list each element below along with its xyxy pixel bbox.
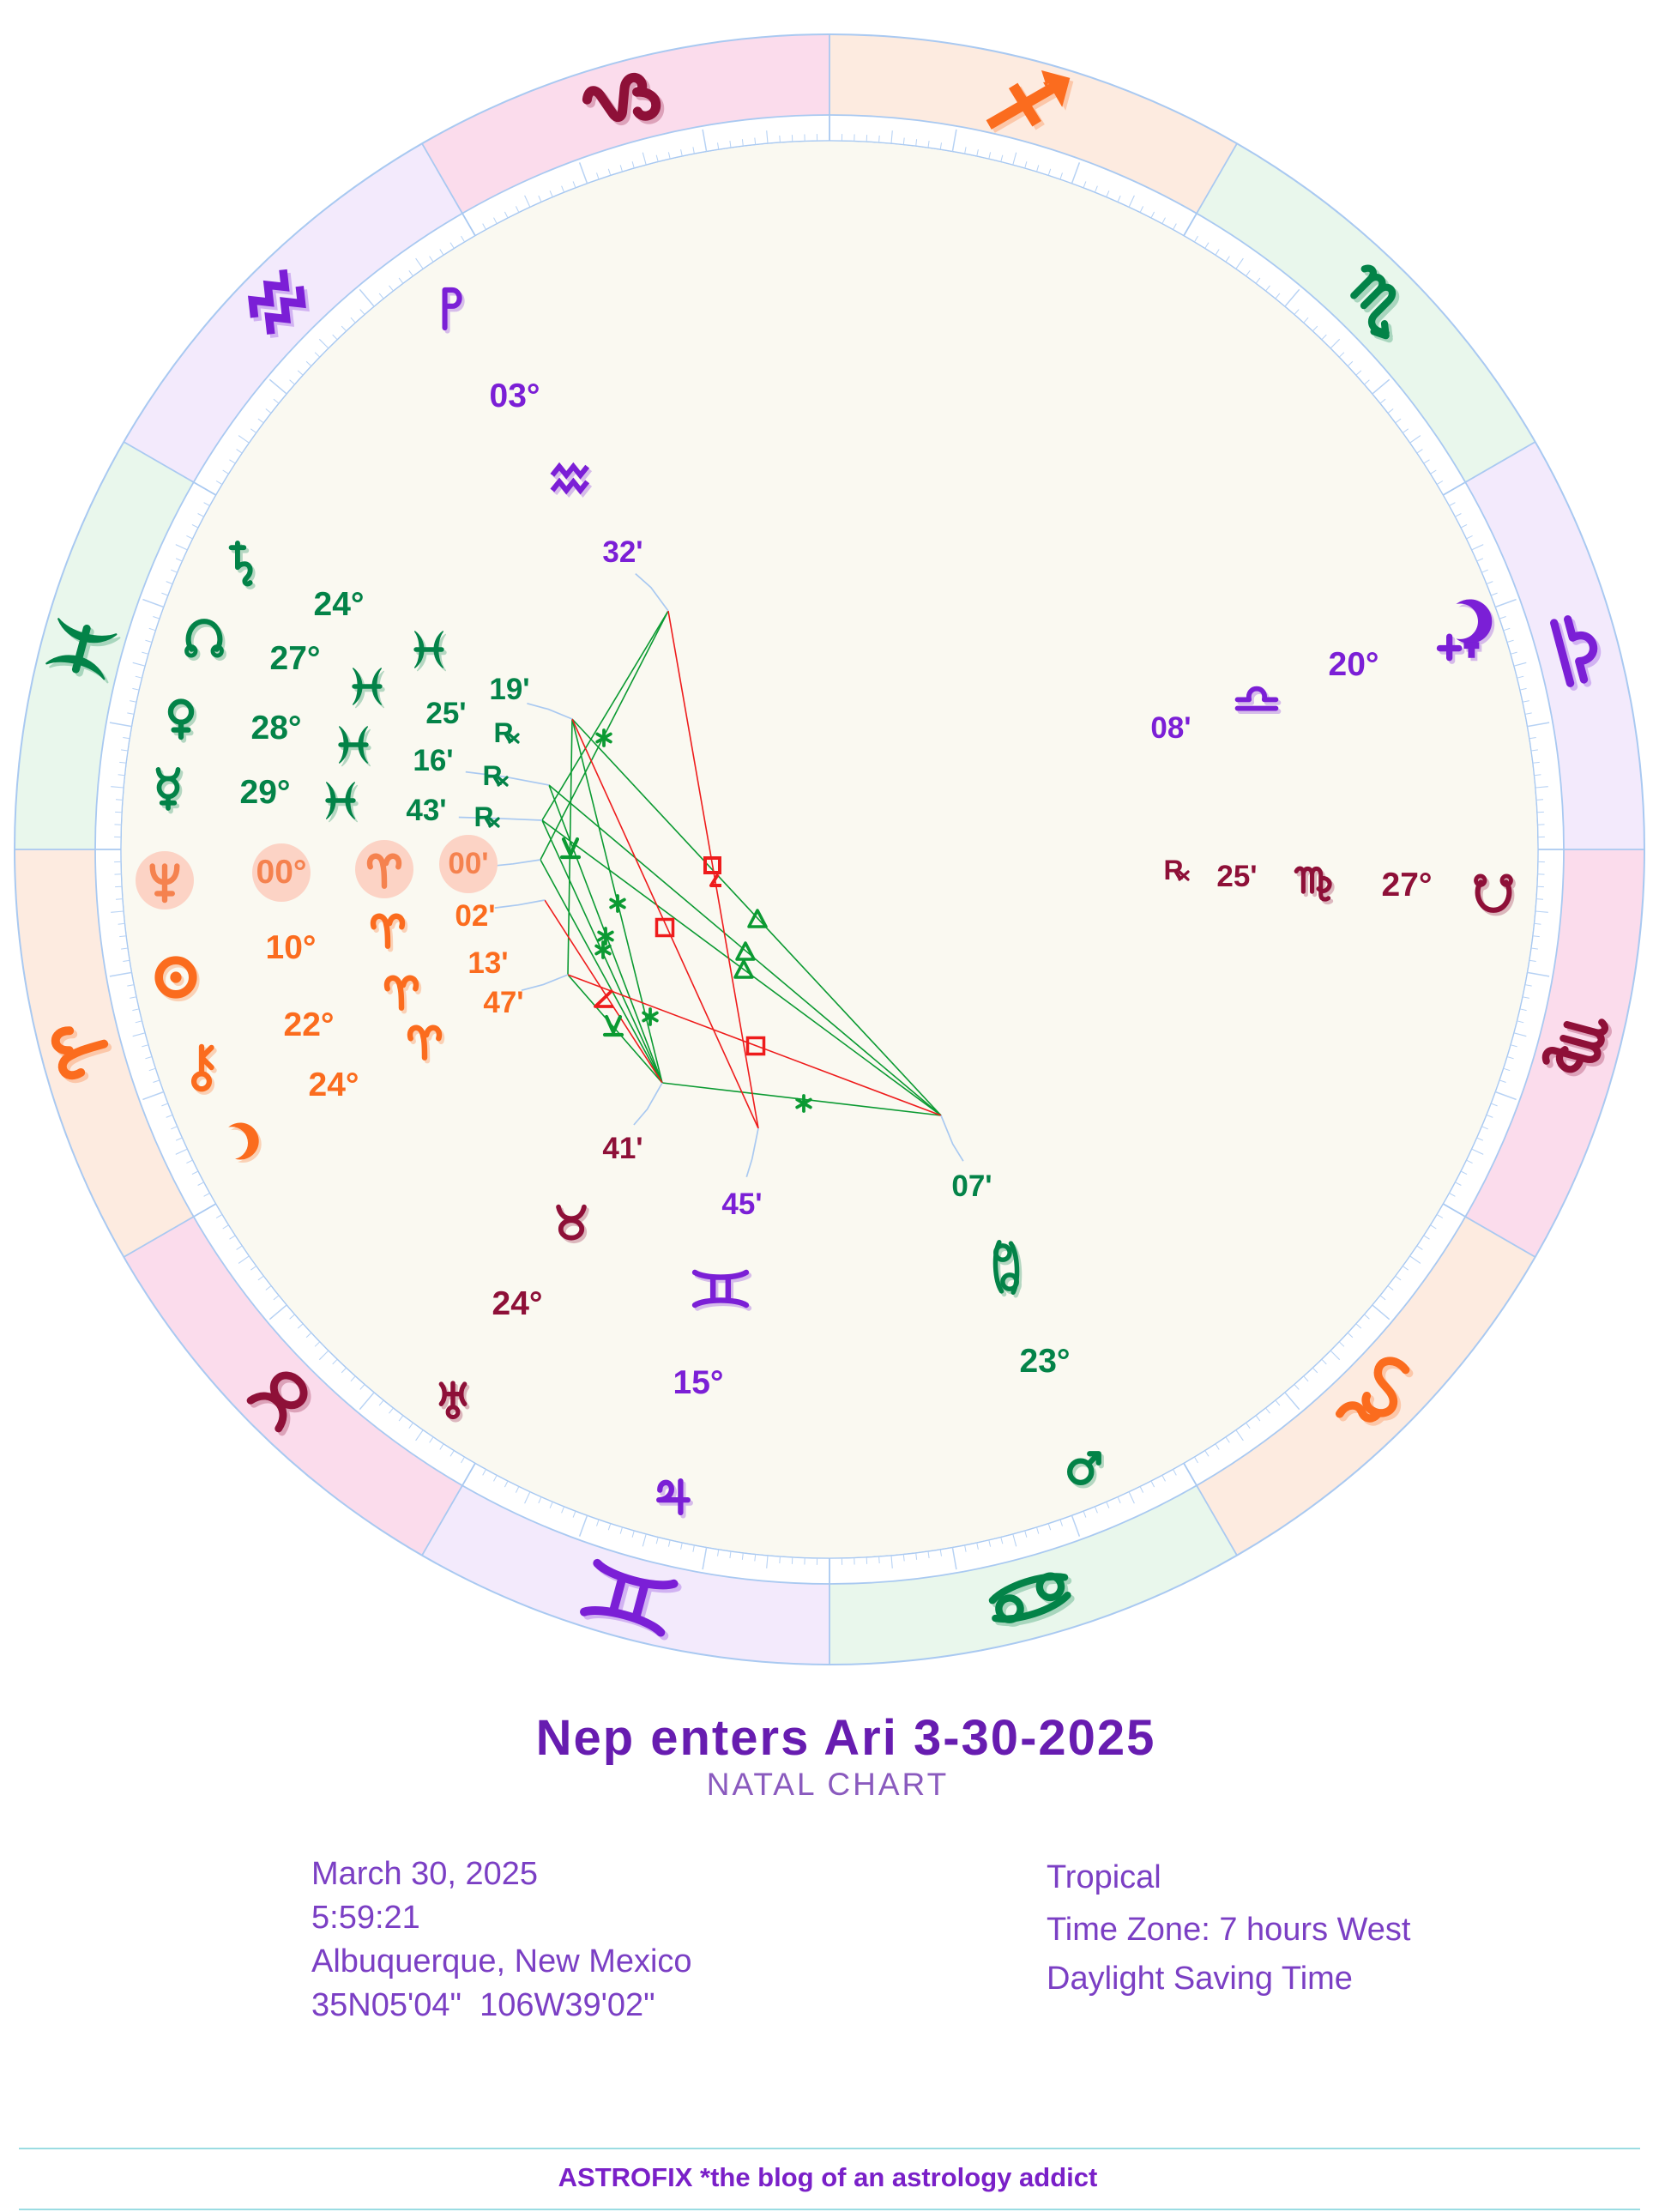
svg-text:41': 41' bbox=[602, 1132, 642, 1165]
svg-text:45': 45' bbox=[721, 1188, 762, 1221]
svg-text:08': 08' bbox=[1150, 711, 1191, 745]
svg-text:Daylight Saving Time: Daylight Saving Time bbox=[1047, 1961, 1353, 1997]
svg-text:R: R bbox=[493, 717, 513, 748]
svg-text:Tropical: Tropical bbox=[1047, 1859, 1161, 1895]
svg-text:28°: 28° bbox=[251, 710, 302, 746]
svg-text:22°: 22° bbox=[284, 1006, 335, 1043]
svg-text:25': 25' bbox=[1216, 860, 1257, 893]
svg-text:24°: 24° bbox=[314, 586, 365, 623]
svg-text:5:59:21: 5:59:21 bbox=[311, 1900, 420, 1936]
svg-text:29°: 29° bbox=[240, 774, 291, 811]
svg-text:19': 19' bbox=[489, 673, 529, 706]
svg-text:00°: 00° bbox=[256, 854, 307, 891]
svg-text:10°: 10° bbox=[266, 929, 317, 966]
svg-text:07': 07' bbox=[951, 1169, 992, 1203]
svg-text:Nep enters Ari 3-30-2025: Nep enters Ari 3-30-2025 bbox=[536, 1710, 1156, 1766]
svg-text:23°: 23° bbox=[1020, 1343, 1071, 1380]
svg-text:20°: 20° bbox=[1329, 646, 1379, 683]
svg-text:02': 02' bbox=[455, 899, 495, 933]
svg-text:00': 00' bbox=[448, 847, 488, 880]
svg-text:R: R bbox=[1163, 855, 1183, 885]
svg-text:NATAL CHART: NATAL CHART bbox=[707, 1767, 949, 1802]
svg-text:15°: 15° bbox=[673, 1364, 724, 1401]
svg-text:13': 13' bbox=[468, 946, 508, 980]
svg-text:35N05'04" 106W39'02": 35N05'04" 106W39'02" bbox=[311, 1987, 655, 2023]
svg-text:16': 16' bbox=[413, 744, 453, 777]
svg-text:R: R bbox=[474, 801, 493, 832]
svg-text:ASTROFIX *the blog of an astro: ASTROFIX *the blog of an astrology addic… bbox=[558, 2162, 1098, 2192]
svg-text:27°: 27° bbox=[270, 640, 321, 677]
svg-text:Time Zone: 7 hours West: Time Zone: 7 hours West bbox=[1047, 1912, 1411, 1948]
svg-text:43': 43' bbox=[406, 794, 446, 827]
svg-text:R: R bbox=[482, 760, 502, 791]
svg-text:24°: 24° bbox=[309, 1067, 359, 1103]
svg-text:27°: 27° bbox=[1382, 867, 1433, 904]
svg-text:March 30, 2025: March 30, 2025 bbox=[311, 1856, 538, 1892]
svg-text:32': 32' bbox=[602, 535, 642, 569]
svg-text:25': 25' bbox=[425, 697, 466, 730]
svg-text:24°: 24° bbox=[492, 1285, 543, 1322]
svg-text:Albuquerque, New Mexico: Albuquerque, New Mexico bbox=[311, 1943, 692, 1979]
svg-text:03°: 03° bbox=[490, 378, 540, 414]
svg-text:47': 47' bbox=[483, 986, 523, 1019]
